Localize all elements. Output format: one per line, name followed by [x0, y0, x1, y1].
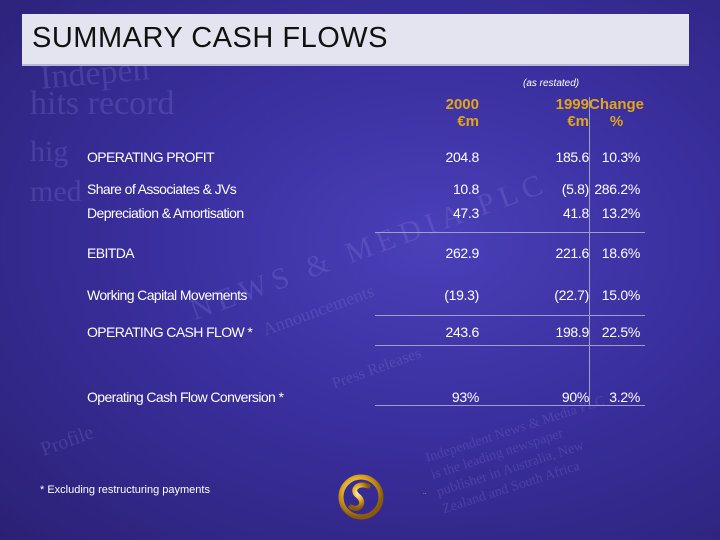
table-divider-1	[589, 97, 590, 405]
row-label-associates: Share of Associates & JVs	[87, 181, 237, 197]
row-value-2000: 204.8	[445, 149, 479, 165]
col-header-1999-unit: €m	[567, 113, 589, 130]
col-header-1999: 1999 €m	[556, 96, 589, 130]
gold-swirl-logo-icon	[338, 474, 384, 520]
col-header-2000-unit: €m	[457, 113, 479, 130]
row-value-change: 286.2%	[594, 181, 640, 197]
title-bar: SUMMARY CASH FLOWS	[22, 14, 689, 66]
subtotal-line-2	[375, 315, 645, 316]
row-value-1999: 90%	[561, 389, 589, 405]
subtotal-line-3	[375, 345, 645, 346]
row-value-1999: 198.9	[555, 324, 589, 340]
subtotal-line-1	[375, 232, 645, 233]
row-value-change: 18.6%	[601, 245, 641, 261]
row-label-cash-flow-conversion: Operating Cash Flow Conversion *	[87, 389, 284, 405]
row-value-1999: 221.6	[555, 245, 589, 261]
page-title: SUMMARY CASH FLOWS	[32, 22, 388, 54]
row-value-2000: 47.3	[452, 205, 479, 221]
tiny-mark: ..	[423, 490, 427, 496]
row-value-change: 15.0%	[601, 287, 641, 303]
col-header-change-unit: %	[609, 113, 624, 130]
row-label-operating-cash-flow: OPERATING CASH FLOW *	[87, 324, 253, 340]
row-label-depreciation: Depreciation & Amortisation	[87, 205, 244, 221]
col-header-2000: 2000 €m	[446, 96, 479, 130]
row-value-1999: (22.7)	[554, 287, 589, 303]
row-value-change: 13.2%	[601, 205, 641, 221]
row-value-change: 3.2%	[609, 389, 640, 405]
row-value-2000: 93%	[451, 389, 479, 405]
row-value-1999: 185.6	[555, 149, 589, 165]
restated-note: (as restated)	[523, 78, 580, 89]
row-value-2000: 10.8	[452, 181, 479, 197]
row-value-2000: 262.9	[445, 245, 479, 261]
row-value-2000: (19.3)	[444, 287, 479, 303]
bottom-line	[375, 405, 645, 406]
row-value-change: 22.5%	[601, 324, 641, 340]
col-header-2000-year: 2000	[445, 96, 479, 113]
row-label-ebitda: EBITDA	[87, 245, 135, 261]
col-header-change: Change %	[589, 96, 644, 130]
col-header-change-label: Change	[588, 96, 644, 113]
row-label-operating-profit: OPERATING PROFIT	[87, 149, 215, 165]
row-value-2000: 243.6	[445, 324, 479, 340]
footnote: * Excluding restructuring payments	[40, 484, 210, 496]
row-value-1999: (5.8)	[561, 181, 590, 197]
row-label-working-capital: Working Capital Movements	[87, 287, 247, 303]
row-value-1999: 41.8	[562, 205, 589, 221]
col-header-1999-year: 1999	[555, 96, 589, 113]
row-value-change: 10.3%	[601, 149, 641, 165]
